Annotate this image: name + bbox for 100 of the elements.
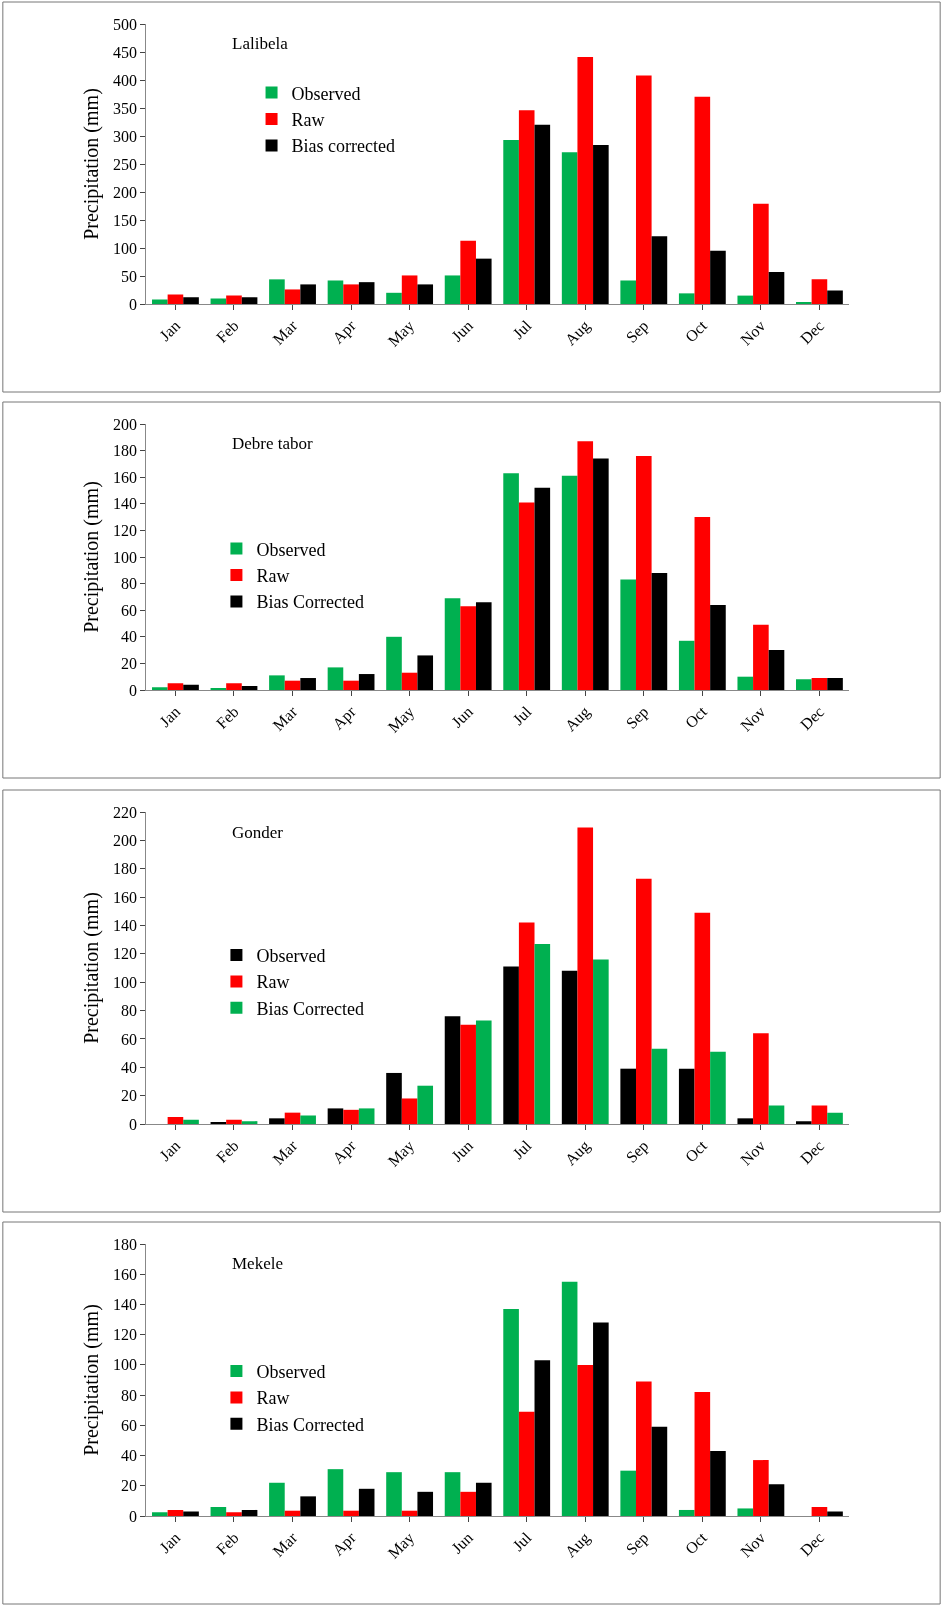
x-tick-label: Jun	[448, 702, 476, 731]
y-tick-label: 140	[112, 495, 137, 513]
bar	[534, 487, 551, 690]
y-tick-label: 180	[112, 860, 137, 878]
x-tick-label: Jan	[156, 1136, 184, 1165]
text: Gonder	[232, 823, 284, 842]
x-tick-label: Oct	[681, 316, 711, 346]
bar	[768, 1484, 785, 1516]
x-tick-label: Feb	[212, 1136, 242, 1166]
x-tick-label: Jan	[156, 316, 184, 345]
x-tick-label: Aug	[561, 1136, 594, 1170]
y-tick-label: 20	[120, 1477, 137, 1495]
bar	[620, 1068, 636, 1124]
bar	[327, 667, 344, 690]
bar	[417, 284, 434, 304]
text: Lalibela	[232, 34, 289, 53]
x-tick-label: Aug	[561, 316, 594, 350]
bar	[561, 1281, 578, 1516]
bar	[811, 1105, 828, 1124]
x-tick-label: Dec	[796, 1136, 828, 1168]
x-tick-label: Jan	[156, 1528, 184, 1557]
y-tick-label: 80	[120, 1002, 137, 1020]
bar	[343, 1109, 359, 1124]
bar	[269, 675, 285, 690]
bar	[475, 258, 492, 304]
x-tick-label: Mar	[269, 316, 301, 348]
y-tick-label: 200	[112, 415, 137, 433]
bar	[475, 602, 492, 690]
bar	[827, 1511, 843, 1516]
bar	[593, 144, 609, 304]
bar	[651, 1426, 668, 1516]
bar	[417, 655, 434, 690]
bar	[503, 473, 519, 690]
x-tick-label: Mar	[269, 1528, 301, 1560]
legend-label: Raw	[256, 1388, 290, 1409]
bar	[167, 1509, 184, 1516]
y-tick-label: 80	[120, 575, 137, 593]
bar	[753, 624, 769, 690]
text: Mekele	[232, 1254, 283, 1273]
bar	[710, 604, 726, 690]
bar	[327, 1469, 344, 1516]
y-tick-label: 50	[120, 267, 137, 285]
y-tick-label: 100	[112, 239, 137, 257]
bar	[417, 1085, 434, 1124]
bar	[768, 1105, 785, 1124]
bar	[811, 1506, 828, 1516]
bar	[460, 606, 476, 690]
y-axis-title: Precipitation (mm)	[80, 1304, 104, 1456]
bar	[210, 298, 227, 304]
y-tick-label: 160	[112, 1265, 137, 1283]
legend-label: Bias Corrected	[256, 998, 364, 1019]
x-tick-label: Apr	[329, 1528, 361, 1560]
bar	[534, 124, 551, 304]
bar	[753, 203, 769, 304]
y-tick-label: 0	[128, 1507, 137, 1525]
bar	[518, 502, 535, 690]
x-tick-label: Apr	[329, 1136, 361, 1168]
y-tick-label: 160	[112, 468, 137, 486]
bar	[811, 279, 828, 304]
bar	[358, 1108, 375, 1124]
y-tick-label: 60	[120, 1416, 137, 1434]
bar	[167, 683, 184, 690]
bar	[401, 1098, 418, 1124]
legend-label: Bias corrected	[291, 136, 395, 157]
x-tick-label: Nov	[737, 316, 769, 349]
bar	[300, 678, 316, 690]
y-axis-title: Precipitation (mm)	[80, 88, 104, 240]
bar	[827, 678, 843, 690]
y-tick-label: 20	[120, 1087, 137, 1105]
x-tick-label: Oct	[681, 702, 711, 732]
bar	[386, 1472, 402, 1516]
bar	[561, 970, 578, 1124]
x-tick-label: Nov	[737, 1528, 769, 1561]
bar	[620, 280, 636, 304]
y-tick-label: 200	[112, 183, 137, 201]
bar	[737, 676, 754, 690]
x-tick-label: Apr	[329, 702, 361, 734]
legend-label: Observed	[256, 539, 326, 560]
x-tick-label: Aug	[561, 1528, 594, 1562]
x-tick-label: Dec	[796, 316, 828, 348]
bar	[300, 284, 316, 304]
legend-label: Observed	[256, 946, 326, 967]
bar	[386, 292, 402, 304]
y-tick-label: 160	[112, 888, 137, 906]
bar	[241, 686, 258, 690]
bar	[343, 284, 359, 304]
bar	[284, 289, 301, 304]
x-tick-label: Nov	[737, 1136, 769, 1169]
bar	[635, 455, 652, 690]
x-tick-label: May	[384, 1528, 419, 1563]
x-tick-label: Jul	[509, 1136, 535, 1163]
bar	[710, 250, 726, 304]
bar	[768, 650, 785, 690]
bar	[620, 1470, 636, 1516]
y-tick-label: 100	[112, 548, 137, 566]
y-tick-label: 120	[112, 522, 137, 539]
x-tick-label: Aug	[561, 702, 594, 736]
bar	[269, 1482, 285, 1516]
bar	[753, 1460, 769, 1516]
bar	[577, 57, 594, 304]
